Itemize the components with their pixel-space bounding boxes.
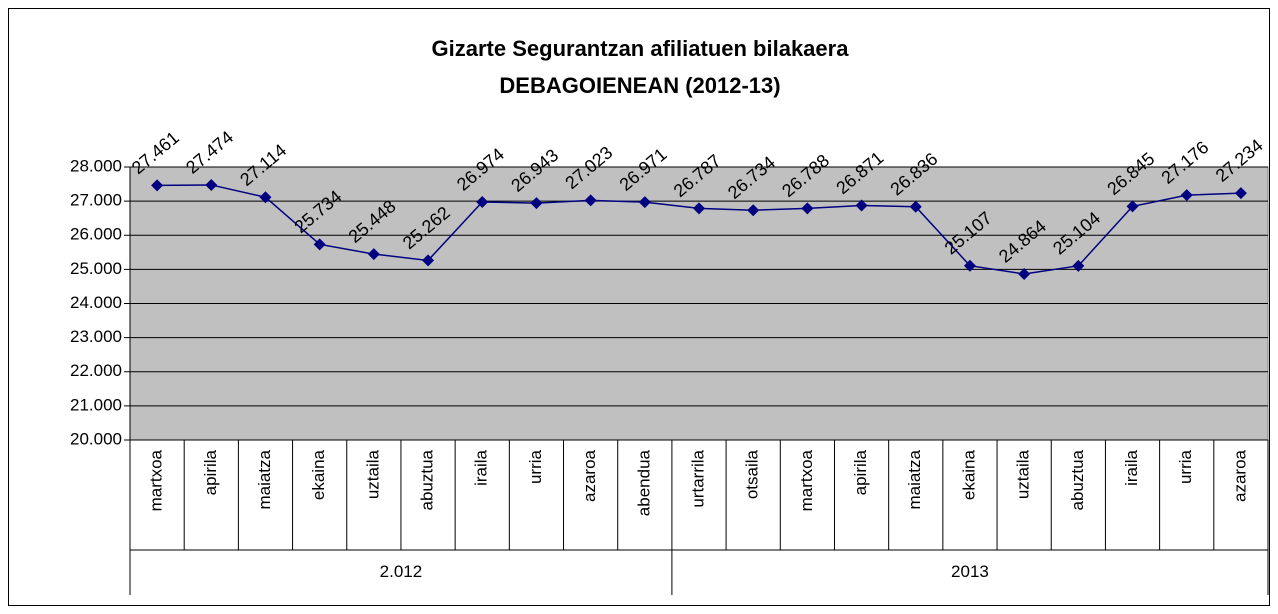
data-point xyxy=(963,259,976,272)
y-tick-label: 24.000 xyxy=(70,293,122,312)
x-tick-label: martxoa xyxy=(147,449,166,511)
data-point xyxy=(855,199,868,212)
data-point xyxy=(1126,200,1139,213)
data-point xyxy=(1234,187,1247,200)
data-point xyxy=(476,196,489,209)
chart-title: Gizarte Segurantzan afiliatuen bilakaera xyxy=(432,36,850,61)
y-tick-label: 23.000 xyxy=(70,327,122,346)
data-point xyxy=(693,202,705,215)
y-tick-label: 20.000 xyxy=(70,429,122,448)
y-tick-label: 21.000 xyxy=(70,395,122,414)
y-tick-label: 28.000 xyxy=(70,156,122,175)
x-tick-label: maiatza xyxy=(255,449,274,509)
x-tick-label: abuztua xyxy=(418,449,437,510)
y-tick-label: 22.000 xyxy=(70,361,122,380)
data-point xyxy=(1018,268,1031,281)
data-point xyxy=(801,202,814,215)
x-tick-label: abendua xyxy=(634,449,653,516)
data-point xyxy=(422,254,435,267)
x-tick-label: maiatza xyxy=(905,449,924,509)
data-point xyxy=(530,197,543,210)
group-label: 2013 xyxy=(951,562,989,581)
x-tick-label: azaroa xyxy=(580,449,599,502)
x-tick-label: uztaila xyxy=(1014,449,1033,499)
y-tick-label: 26.000 xyxy=(70,225,122,244)
x-tick-label: otsaila xyxy=(743,449,762,499)
x-tick-label: urtarrila xyxy=(688,449,707,507)
x-tick-label: abuztua xyxy=(1068,449,1087,510)
x-tick-label: urria xyxy=(526,449,545,484)
data-point xyxy=(367,248,380,261)
chart-title: DEBAGOIENEAN (2012-13) xyxy=(499,73,780,98)
data-point xyxy=(638,196,651,209)
x-tick-label: urria xyxy=(1176,449,1195,484)
x-tick-label: apirila xyxy=(201,449,220,495)
data-point xyxy=(584,194,597,207)
x-tick-label: ekaina xyxy=(309,449,328,500)
x-tick-label: uztaila xyxy=(363,449,382,499)
data-point xyxy=(205,178,218,191)
data-point xyxy=(259,191,272,204)
x-tick-label: iraila xyxy=(1122,449,1141,485)
data-point xyxy=(151,179,164,192)
x-tick-label: apirila xyxy=(851,449,870,495)
data-point xyxy=(1180,189,1193,202)
x-tick-label: azaroa xyxy=(1230,449,1249,502)
y-tick-label: 27.000 xyxy=(70,191,122,210)
y-tick-label: 25.000 xyxy=(70,259,122,278)
x-tick-label: iraila xyxy=(472,449,491,485)
x-tick-label: martxoa xyxy=(797,449,816,511)
data-point xyxy=(1072,259,1085,272)
data-point xyxy=(313,238,326,251)
data-point xyxy=(747,204,760,217)
x-tick-label: ekaina xyxy=(959,449,978,500)
group-label: 2.012 xyxy=(380,562,423,581)
data-point xyxy=(909,200,922,213)
